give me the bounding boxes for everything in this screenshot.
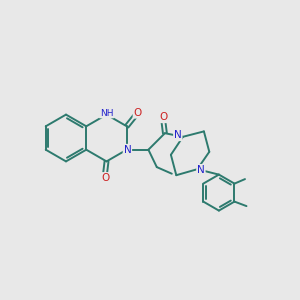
Text: O: O	[159, 112, 167, 122]
Text: N: N	[197, 165, 205, 175]
Text: N: N	[174, 130, 182, 140]
Text: NH: NH	[100, 109, 113, 118]
Text: O: O	[134, 108, 142, 118]
Text: O: O	[101, 173, 109, 183]
Text: N: N	[124, 145, 131, 155]
